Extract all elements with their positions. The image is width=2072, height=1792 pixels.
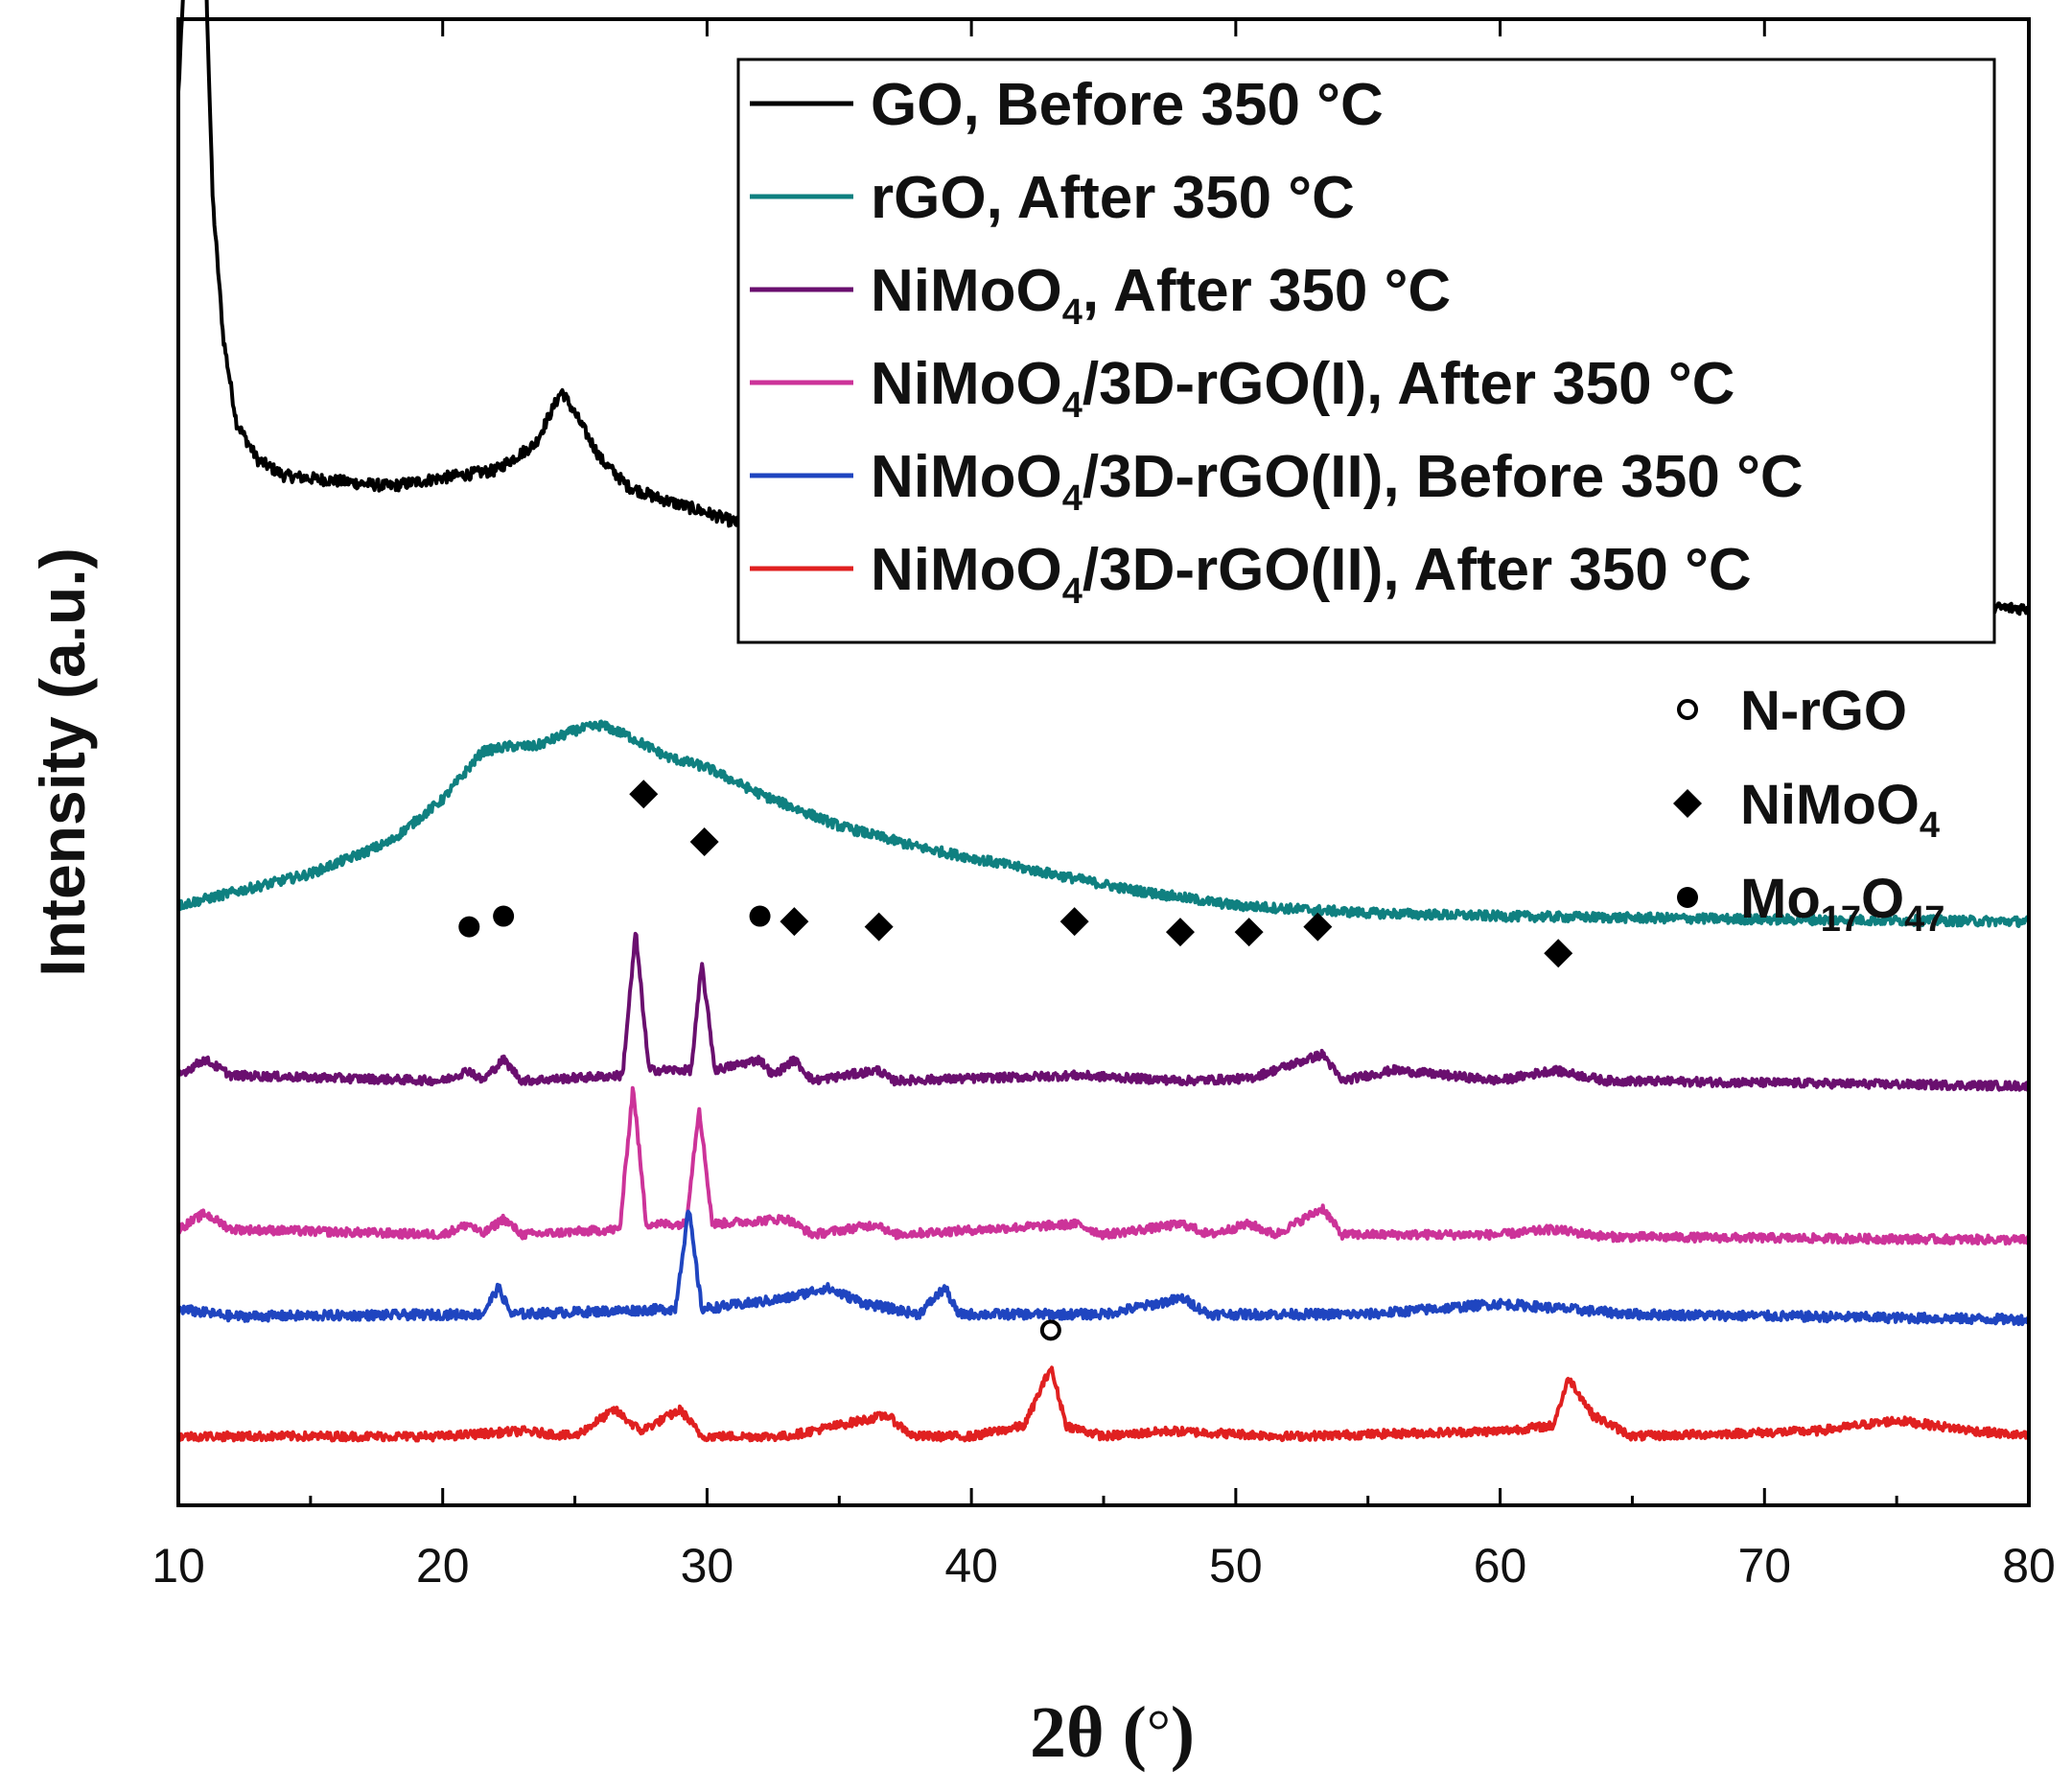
phase-legend-label-1: N-rGO <box>1740 680 1907 742</box>
series-line-6 <box>176 1365 2030 1443</box>
phase-marker-diamond-4 <box>689 827 719 857</box>
phase-marker-diamond-9 <box>1165 918 1195 947</box>
y-axis-title: Intensity (a.u.) <box>27 547 98 976</box>
legend-label-6: NiMoO4/3D-rGO(II), After 350 °C <box>871 537 1752 612</box>
series-line-3 <box>176 931 2031 1092</box>
x-tick-label-10: 10 <box>151 1539 205 1593</box>
legend-entry-4: NiMoO4/3D-rGO(I), After 350 °C <box>750 351 1734 426</box>
phase-marker-diamond-10 <box>1234 918 1264 947</box>
phase-marker-open-circle-13 <box>1039 1319 1061 1341</box>
x-axis-title: 2θ (°) <box>1030 1692 1195 1773</box>
x-axis-title-main: 2θ ( <box>1030 1692 1147 1773</box>
x-axis-title-unit: ° <box>1147 1699 1171 1764</box>
phase-marker-diamond-12 <box>1544 939 1573 968</box>
legend-label-4: NiMoO4/3D-rGO(I), After 350 °C <box>871 351 1734 426</box>
phase-marker-diamond-7 <box>864 912 894 942</box>
phase-marker-dot-5 <box>749 905 771 927</box>
legend: GO, Before 350 °C rGO, After 350 °C NiMoO4… <box>736 58 1996 644</box>
legend-entry-3: NiMoO4, After 350 °C <box>750 258 1451 333</box>
phase-marker-diamond-6 <box>780 907 809 937</box>
phase-legend-label-2: NiMoO4 <box>1740 774 1940 846</box>
legend-frame <box>736 58 1996 644</box>
phase-legend-entry-3: Mo17O47 <box>1677 868 1944 940</box>
phase-legend-symbol-1 <box>1677 699 1698 720</box>
x-tick-label-70: 70 <box>1737 1539 1791 1593</box>
x-tick-label-60: 60 <box>1474 1539 1527 1593</box>
phase-marker-legend: N-rGO NiMoO4 Mo17O47 <box>1673 680 1944 940</box>
legend-label-2: rGO, After 350 °C <box>871 165 1355 231</box>
legend-label-3: NiMoO4, After 350 °C <box>871 258 1451 333</box>
phase-marker-diamond-8 <box>1059 907 1089 937</box>
series-line-2 <box>176 719 2031 928</box>
phase-marker-dot-1 <box>458 916 480 938</box>
series-line-4 <box>176 1085 2031 1246</box>
legend-label-5: NiMoO4/3D-rGO(II), Before 350 °C <box>871 444 1804 519</box>
series-layer <box>176 0 2031 1443</box>
legend-label-1: GO, Before 350 °C <box>871 72 1384 138</box>
phase-legend-symbol-3 <box>1677 887 1698 908</box>
series-line-5 <box>176 1209 2031 1327</box>
phase-marker-diamond-11 <box>1303 912 1333 942</box>
x-tick-label-20: 20 <box>416 1539 470 1593</box>
legend-entries: GO, Before 350 °C rGO, After 350 °C NiMoO4… <box>750 72 1804 612</box>
x-tick-label-50: 50 <box>1209 1539 1263 1593</box>
legend-entry-2: rGO, After 350 °C <box>750 165 1355 231</box>
legend-entry-5: NiMoO4/3D-rGO(II), Before 350 °C <box>750 444 1804 519</box>
phase-marker-diamond-3 <box>629 780 659 809</box>
x-tick-label-80: 80 <box>2002 1539 2056 1593</box>
phase-legend-label-3: Mo17O47 <box>1740 868 1944 940</box>
x-tick-label-30: 30 <box>681 1539 734 1593</box>
x-axis-title-close: ) <box>1171 1692 1195 1773</box>
phase-marker-dot-2 <box>493 905 515 927</box>
phase-legend-entry-2: NiMoO4 <box>1673 774 1940 846</box>
legend-entry-6: NiMoO4/3D-rGO(II), After 350 °C <box>750 537 1752 612</box>
x-tick-label-40: 40 <box>944 1539 998 1593</box>
phase-legend-symbol-2 <box>1673 789 1702 818</box>
x-axis-ticks: 10 20 30 40 50 60 70 80 <box>151 19 2056 1593</box>
legend-entry-1: GO, Before 350 °C <box>750 72 1384 138</box>
phase-annotation-layer <box>458 780 1573 1341</box>
phase-legend-entry-1: N-rGO <box>1677 680 1907 742</box>
